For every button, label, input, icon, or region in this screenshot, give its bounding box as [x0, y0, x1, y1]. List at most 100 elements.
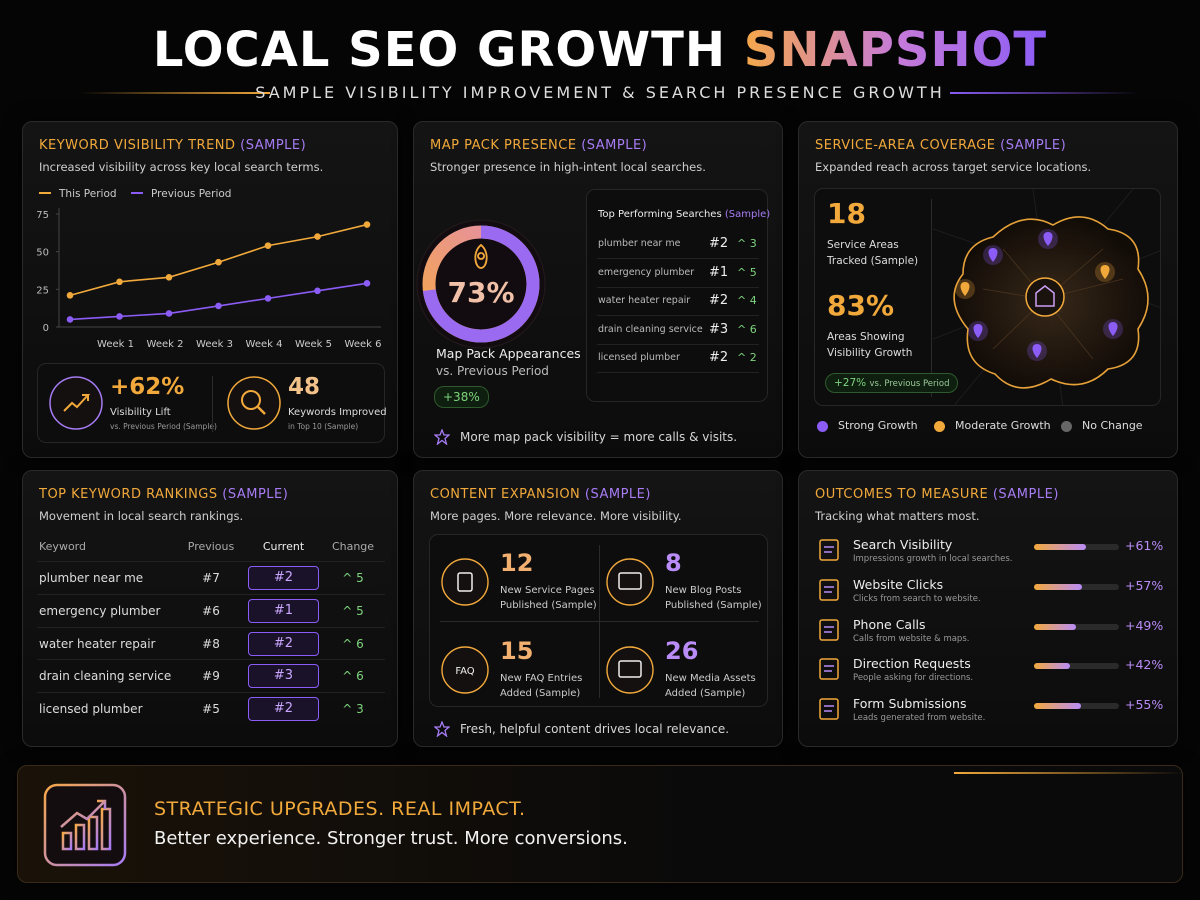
donut-arc: [422, 225, 540, 343]
growth-icon: [43, 783, 127, 867]
title-text: CONTENT EXPANSION: [430, 487, 581, 502]
title-text: MAP PACK PRESENCE: [430, 138, 577, 153]
data-point: [215, 258, 222, 266]
search-rank: #2: [709, 236, 729, 251]
title-text: SERVICE-AREA COVERAGE: [815, 138, 996, 153]
previous-rank: #6: [202, 603, 220, 618]
panel-subtitle: More pages. More relevance. More visibil…: [430, 509, 682, 523]
data-point: [363, 280, 371, 287]
data-point: [264, 242, 272, 249]
content-icon: [441, 558, 489, 606]
icon-ring: [441, 646, 489, 694]
banner-title: STRATEGIC UPGRADES. REAL IMPACT.: [154, 798, 526, 820]
search-change: ^ 3: [737, 237, 757, 250]
search-rank: #2: [709, 293, 729, 308]
data-point: [363, 221, 371, 228]
search-change: ^ 4: [737, 294, 757, 307]
rankings-panel: TOP KEYWORD RANKINGS (SAMPLE) Movement i…: [22, 470, 398, 747]
stats-box: +62% Visibility Lift vs. Previous Period (…: [37, 363, 387, 443]
outcome-icon: [819, 658, 839, 681]
outcome-note: Leads generated from website.: [853, 713, 986, 724]
content-icon: FAQ: [441, 646, 489, 694]
outcome-note: People asking for directions.: [853, 673, 974, 684]
banner-line: [954, 772, 1184, 774]
content-value: 26: [665, 637, 699, 665]
content-icon: [606, 646, 654, 694]
panel-title: KEYWORD VISIBILITY TREND (SAMPLE): [39, 138, 306, 153]
panel-subtitle: Stronger presence in high-intent local s…: [430, 160, 706, 174]
current-rank: #3: [248, 664, 319, 689]
outcome-note: Calls from website & maps.: [853, 633, 970, 644]
rank-change: ^ 5: [342, 603, 364, 618]
header: LOCAL SEO GROWTH SNAPSHOT SAMPLE VISIBIL…: [0, 18, 1200, 118]
outcome-bar: [1034, 583, 1083, 590]
rank-change: ^ 6: [342, 669, 364, 684]
stat-label: Visibility Lift: [110, 407, 171, 418]
service-area-panel: SERVICE-AREA COVERAGE (SAMPLE) Expanded …: [798, 121, 1178, 458]
current-rank: #1: [248, 598, 319, 623]
content-label: New Media Assets Added (Sample): [665, 673, 756, 699]
data-point: [215, 302, 222, 310]
panel-subtitle: Movement in local search rankings.: [39, 509, 244, 523]
top-searches-title: Top Performing Searches (Sample): [598, 209, 770, 220]
icon-glyph: [819, 539, 839, 561]
outcome-value: +57%: [1125, 577, 1164, 593]
title-tag: (SAMPLE): [992, 487, 1059, 502]
data-point: [264, 295, 272, 302]
pin: [960, 282, 970, 296]
search-term: licensed plumber: [598, 352, 680, 363]
outcome-name: Phone Calls: [853, 616, 926, 632]
panel-title: MAP PACK PRESENCE (SAMPLE): [430, 138, 647, 153]
outcome-name: Direction Requests: [853, 656, 971, 672]
stat-icon: [49, 376, 103, 430]
title-tag: (SAMPLE): [584, 487, 651, 502]
data-point: [116, 278, 123, 286]
icon-glyph: [241, 390, 261, 410]
icon-text: FAQ: [455, 666, 474, 677]
y-tick-label: 0: [43, 323, 49, 334]
x-tick-label: Week 5: [295, 339, 332, 350]
row-divider: [597, 258, 759, 259]
panel-title: TOP KEYWORD RANKINGS (SAMPLE): [39, 487, 288, 502]
visibility-panel: KEYWORD VISIBILITY TREND (SAMPLE) Increa…: [22, 121, 398, 458]
search-rank: #2: [709, 350, 729, 365]
row-divider: [37, 692, 385, 694]
divider: [440, 621, 759, 622]
title-tag: (Sample): [724, 209, 771, 220]
x-tick-label: Week 1: [97, 339, 134, 350]
current-rank: #2: [248, 697, 319, 722]
rank-change: ^ 3: [342, 702, 364, 717]
content-value: 15: [500, 637, 534, 665]
panel-title: OUTCOMES TO MEASURE (SAMPLE): [815, 487, 1059, 502]
x-tick-label: Week 4: [246, 339, 283, 350]
outcome-name: Form Submissions: [853, 696, 967, 712]
column-header: Previous: [187, 540, 235, 553]
pin: [988, 248, 998, 262]
stat-value: +62%: [110, 374, 185, 400]
row-divider: [597, 315, 759, 316]
keyword: water heater repair: [39, 636, 156, 651]
stat-icon: [227, 376, 281, 430]
outcome-value: +61%: [1125, 538, 1164, 553]
header-subtitle: SAMPLE VISIBILITY IMPROVEMENT & SEARCH P…: [255, 83, 945, 102]
outcome-note: Impressions growth in local searches.: [853, 554, 1013, 564]
search-change: ^ 5: [737, 265, 757, 279]
current-rank: #2: [248, 566, 319, 590]
column-header: Change: [331, 540, 375, 553]
change-badge: +38%: [434, 386, 489, 408]
rank-change: ^ 5: [342, 571, 364, 585]
panel-subtitle: Tracking what matters most.: [815, 509, 980, 523]
search-term: emergency plumber: [598, 266, 695, 278]
star-icon: [434, 429, 450, 445]
content-icon: [606, 558, 654, 606]
pin: [1108, 322, 1118, 336]
search-term: water heater repair: [598, 295, 691, 306]
search-term: drain cleaning service: [598, 323, 703, 335]
search-change: ^ 2: [737, 351, 757, 364]
title-main: LOCAL SEO GROWTH: [152, 22, 727, 78]
column-header: Keyword: [39, 540, 86, 553]
icon-glyph: [457, 572, 473, 592]
content-value: 8: [665, 549, 682, 577]
legend-label: This Period: [58, 188, 117, 200]
